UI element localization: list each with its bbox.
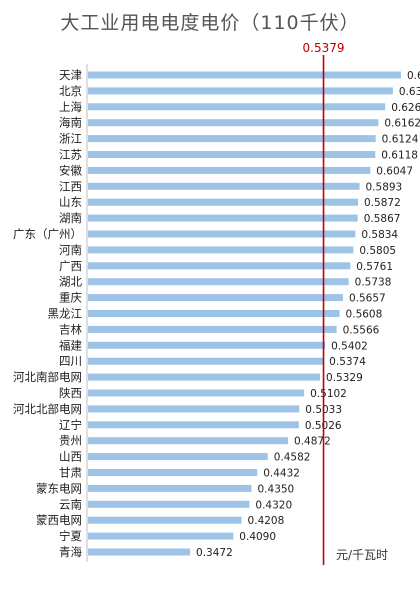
category-label: 广东（广州） [13, 227, 82, 241]
unit-label: 元/千瓦时 [336, 548, 389, 562]
category-label: 云南 [59, 497, 82, 511]
bar [88, 278, 349, 286]
bar [88, 389, 305, 397]
data-label: 0.5608 [346, 309, 383, 321]
bar [88, 198, 359, 206]
category-label: 甘肃 [59, 466, 82, 480]
category-label: 蒙东电网 [36, 481, 82, 495]
category-label: 河北南部电网 [13, 370, 82, 384]
category-label: 山东 [59, 195, 82, 209]
bar [88, 87, 393, 95]
category-label: 山西 [59, 450, 82, 464]
data-label: 0.6485 [407, 70, 420, 82]
category-label: 宁夏 [59, 529, 82, 543]
data-label: 0.5761 [356, 261, 393, 273]
category-label: 江苏 [59, 148, 82, 162]
category-label: 福建 [59, 338, 82, 352]
category-label: 浙江 [59, 132, 82, 146]
bar [88, 119, 379, 127]
data-label: 0.5374 [329, 356, 366, 368]
data-label: 0.6162 [384, 118, 420, 130]
category-label: 贵州 [59, 434, 82, 448]
category-label: 四川 [59, 354, 82, 368]
bar [88, 516, 242, 524]
category-label: 陕西 [59, 386, 82, 400]
data-label: 0.6124 [382, 134, 419, 146]
data-label: 0.4350 [258, 483, 295, 495]
bar [88, 341, 326, 349]
category-label: 湖北 [59, 275, 82, 289]
category-label: 北京 [59, 84, 82, 98]
bar [88, 469, 258, 476]
bar [88, 262, 351, 270]
data-label: 0.5872 [364, 197, 401, 209]
bar [88, 103, 386, 111]
category-label: 吉林 [59, 322, 82, 336]
bar [88, 166, 371, 174]
reference-line-label: 0.5379 [303, 41, 345, 55]
data-label: 0.4432 [263, 468, 300, 480]
data-label: 0.4872 [294, 436, 331, 448]
data-label: 0.6370 [399, 86, 420, 98]
bar [88, 357, 324, 365]
category-label: 河北北部电网 [13, 402, 82, 416]
bar [88, 71, 401, 79]
data-label: 0.5893 [366, 181, 403, 193]
bar [88, 421, 299, 429]
category-label: 黑龙江 [48, 307, 83, 321]
bar [88, 325, 337, 333]
data-label: 0.4208 [248, 515, 285, 527]
bar [88, 453, 268, 461]
category-label: 青海 [59, 545, 82, 559]
bar [88, 151, 376, 158]
bar [88, 437, 289, 445]
data-label: 0.5805 [359, 245, 396, 257]
bar [88, 246, 354, 254]
data-label: 0.5834 [361, 229, 398, 241]
bar [88, 405, 300, 413]
bar [88, 294, 343, 302]
bar [88, 484, 252, 492]
bar [88, 310, 340, 317]
category-label: 广西 [59, 259, 82, 273]
data-label: 0.4582 [274, 452, 311, 464]
bar [88, 373, 321, 381]
data-label: 0.5402 [331, 340, 368, 352]
bar [88, 214, 358, 222]
data-label: 0.5329 [326, 372, 363, 384]
data-label: 0.3472 [196, 547, 233, 559]
category-label: 湖南 [59, 211, 82, 225]
category-label: 海南 [59, 116, 82, 130]
category-label: 辽宁 [59, 418, 82, 432]
category-label: 河南 [59, 243, 82, 257]
category-label: 上海 [59, 100, 82, 114]
data-label: 0.4320 [255, 499, 292, 511]
bar [88, 182, 360, 190]
category-label: 蒙西电网 [36, 513, 82, 527]
bar [88, 230, 356, 238]
bar [88, 135, 376, 143]
data-label: 0.5867 [364, 213, 401, 225]
category-label: 天津 [59, 68, 82, 82]
bar [88, 532, 234, 540]
data-label: 0.6118 [381, 150, 418, 162]
data-label: 0.5657 [349, 293, 386, 305]
category-label: 安徽 [59, 163, 82, 177]
data-label: 0.6047 [376, 165, 413, 177]
bar [88, 548, 191, 556]
category-label: 江西 [59, 179, 82, 193]
chart-title: 大工业用电电度电价（110千伏） [60, 12, 360, 34]
data-label: 0.6260 [391, 102, 420, 114]
category-label: 重庆 [59, 291, 82, 305]
data-label: 0.5566 [343, 324, 380, 336]
data-label: 0.5102 [310, 388, 347, 400]
bar [88, 500, 250, 508]
data-label: 0.5738 [355, 277, 392, 289]
data-label: 0.4090 [239, 531, 276, 543]
